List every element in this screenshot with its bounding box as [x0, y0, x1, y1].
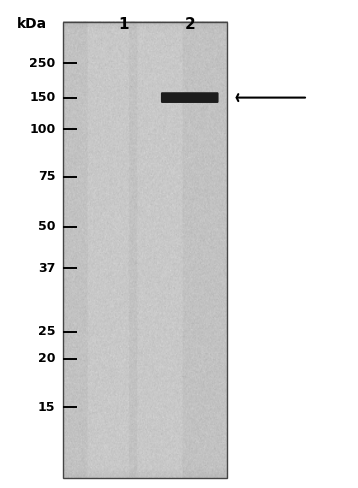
Text: 15: 15: [38, 401, 55, 414]
Text: 150: 150: [29, 91, 55, 104]
Text: 75: 75: [38, 170, 55, 183]
Text: 250: 250: [29, 57, 55, 70]
Text: 50: 50: [38, 221, 55, 233]
Text: kDa: kDa: [17, 17, 47, 31]
Text: 25: 25: [38, 325, 55, 338]
Bar: [63, 22, 227, 478]
Text: 37: 37: [38, 262, 55, 275]
Text: 100: 100: [29, 123, 55, 136]
Text: 20: 20: [38, 352, 55, 365]
FancyBboxPatch shape: [161, 92, 218, 103]
Text: 2: 2: [184, 17, 195, 32]
Text: 1: 1: [118, 17, 129, 32]
